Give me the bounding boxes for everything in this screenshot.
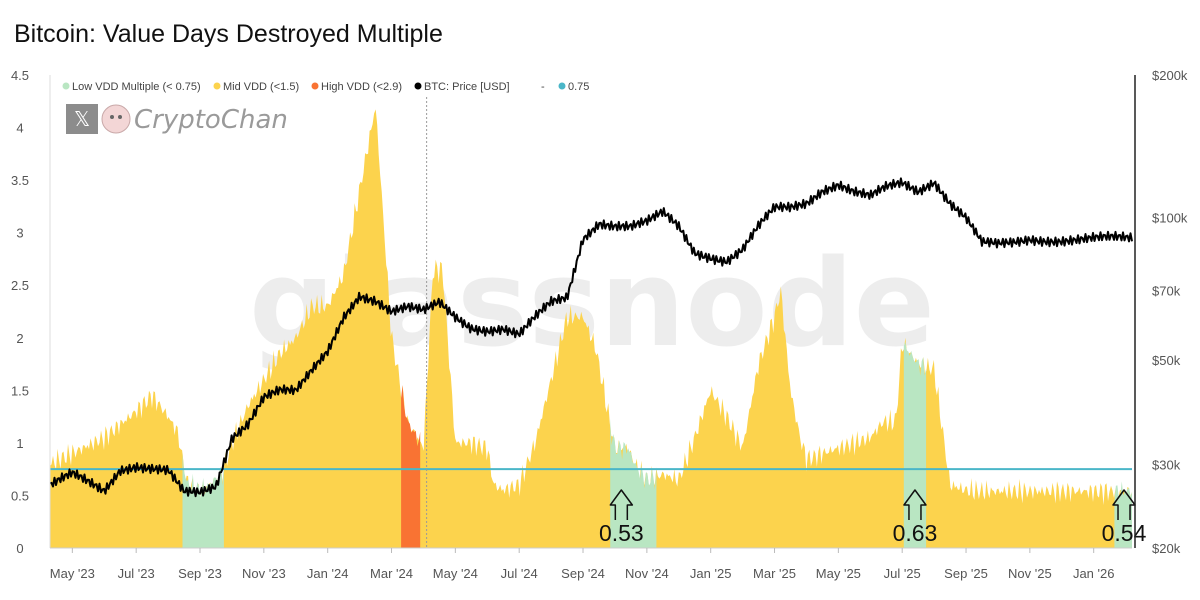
y-left-tick-5: 2.5	[11, 278, 29, 293]
y-left-tick-0: 0	[16, 541, 23, 556]
annotation-arrow-icon-1	[903, 489, 927, 520]
x-tick-6: May '24	[433, 566, 478, 581]
y-right-tick-4: $30k	[1152, 458, 1181, 473]
x-tick-2: Sep '23	[178, 566, 222, 581]
chart-title: Bitcoin: Value Days Destroyed Multiple	[14, 20, 443, 48]
y-left-tick-9: 4.5	[11, 68, 29, 83]
legend-label-4: -	[541, 81, 545, 93]
x-tick-7: Jul '24	[501, 566, 538, 581]
annotation-arrow-icon-0	[609, 489, 634, 520]
legend-label-3: BTC: Price [USD]	[424, 81, 510, 93]
x-tick-5: Mar '24	[370, 566, 413, 581]
avatar-eye-right	[118, 115, 122, 119]
legend-label-0: Low VDD Multiple (< 0.75)	[72, 81, 201, 93]
annotation-label-1: 0.63	[893, 520, 938, 546]
brand-name: CryptoChan	[134, 105, 288, 135]
x-tick-9: Nov '24	[625, 566, 669, 581]
x-tick-13: Jul '25	[884, 566, 921, 581]
x-tick-1: Jul '23	[118, 566, 155, 581]
x-tick-14: Sep '25	[944, 566, 988, 581]
legend-label-2: High VDD (<2.9)	[321, 81, 402, 93]
vdd-band-3	[903, 341, 927, 548]
y-left-tick-8: 4	[16, 121, 23, 136]
annotation-arrow-icon-2	[1112, 489, 1136, 520]
x-tick-4: Jan '24	[307, 566, 349, 581]
x-tick-10: Jan '25	[690, 566, 732, 581]
vdd-band-0	[182, 452, 224, 548]
y-left-tick-3: 1.5	[11, 383, 29, 398]
y-left-tick-2: 1	[16, 436, 23, 451]
y-right-tick-1: $100k	[1152, 210, 1188, 225]
avatar-eye-left	[110, 115, 114, 119]
y-right-tick-2: $70k	[1152, 284, 1181, 299]
legend-label-1: Mid VDD (<1.5)	[223, 81, 299, 93]
avatar-icon	[101, 104, 131, 134]
y-right-tick-5: $20k	[1152, 541, 1181, 556]
btc-price-line	[49, 177, 1133, 498]
x-logo-glyph: 𝕏	[74, 107, 90, 131]
annotation-label-2: 0.54	[1102, 520, 1147, 546]
x-tick-16: Jan '26	[1073, 566, 1115, 581]
x-tick-15: Nov '25	[1008, 566, 1052, 581]
y-left-tick-1: 0.5	[11, 488, 29, 503]
legend-swatch-0	[62, 82, 70, 90]
legend-label-5: 0.75	[568, 81, 589, 93]
vdd-area-mid	[50, 109, 1132, 549]
y-right-tick-3: $50k	[1152, 353, 1181, 368]
y-left-tick-4: 2	[16, 331, 23, 346]
legend-swatch-5	[558, 82, 566, 90]
legend-swatch-3	[414, 82, 422, 90]
legend-swatch-2	[311, 82, 319, 90]
x-tick-3: Nov '23	[242, 566, 286, 581]
x-tick-8: Sep '24	[561, 566, 605, 581]
y-left-tick-6: 3	[16, 226, 23, 241]
x-logo-icon	[66, 104, 98, 134]
annotation-label-0: 0.53	[599, 520, 644, 546]
vdd-band-2	[610, 418, 657, 548]
x-tick-11: Mar '25	[753, 566, 796, 581]
legend-swatch-1	[213, 82, 221, 90]
y-left-tick-7: 3.5	[11, 173, 29, 188]
y-right-tick-0: $200k	[1152, 68, 1188, 83]
x-tick-0: May '23	[50, 566, 95, 581]
vdd-band-1	[401, 385, 421, 548]
x-tick-12: May '25	[816, 566, 861, 581]
